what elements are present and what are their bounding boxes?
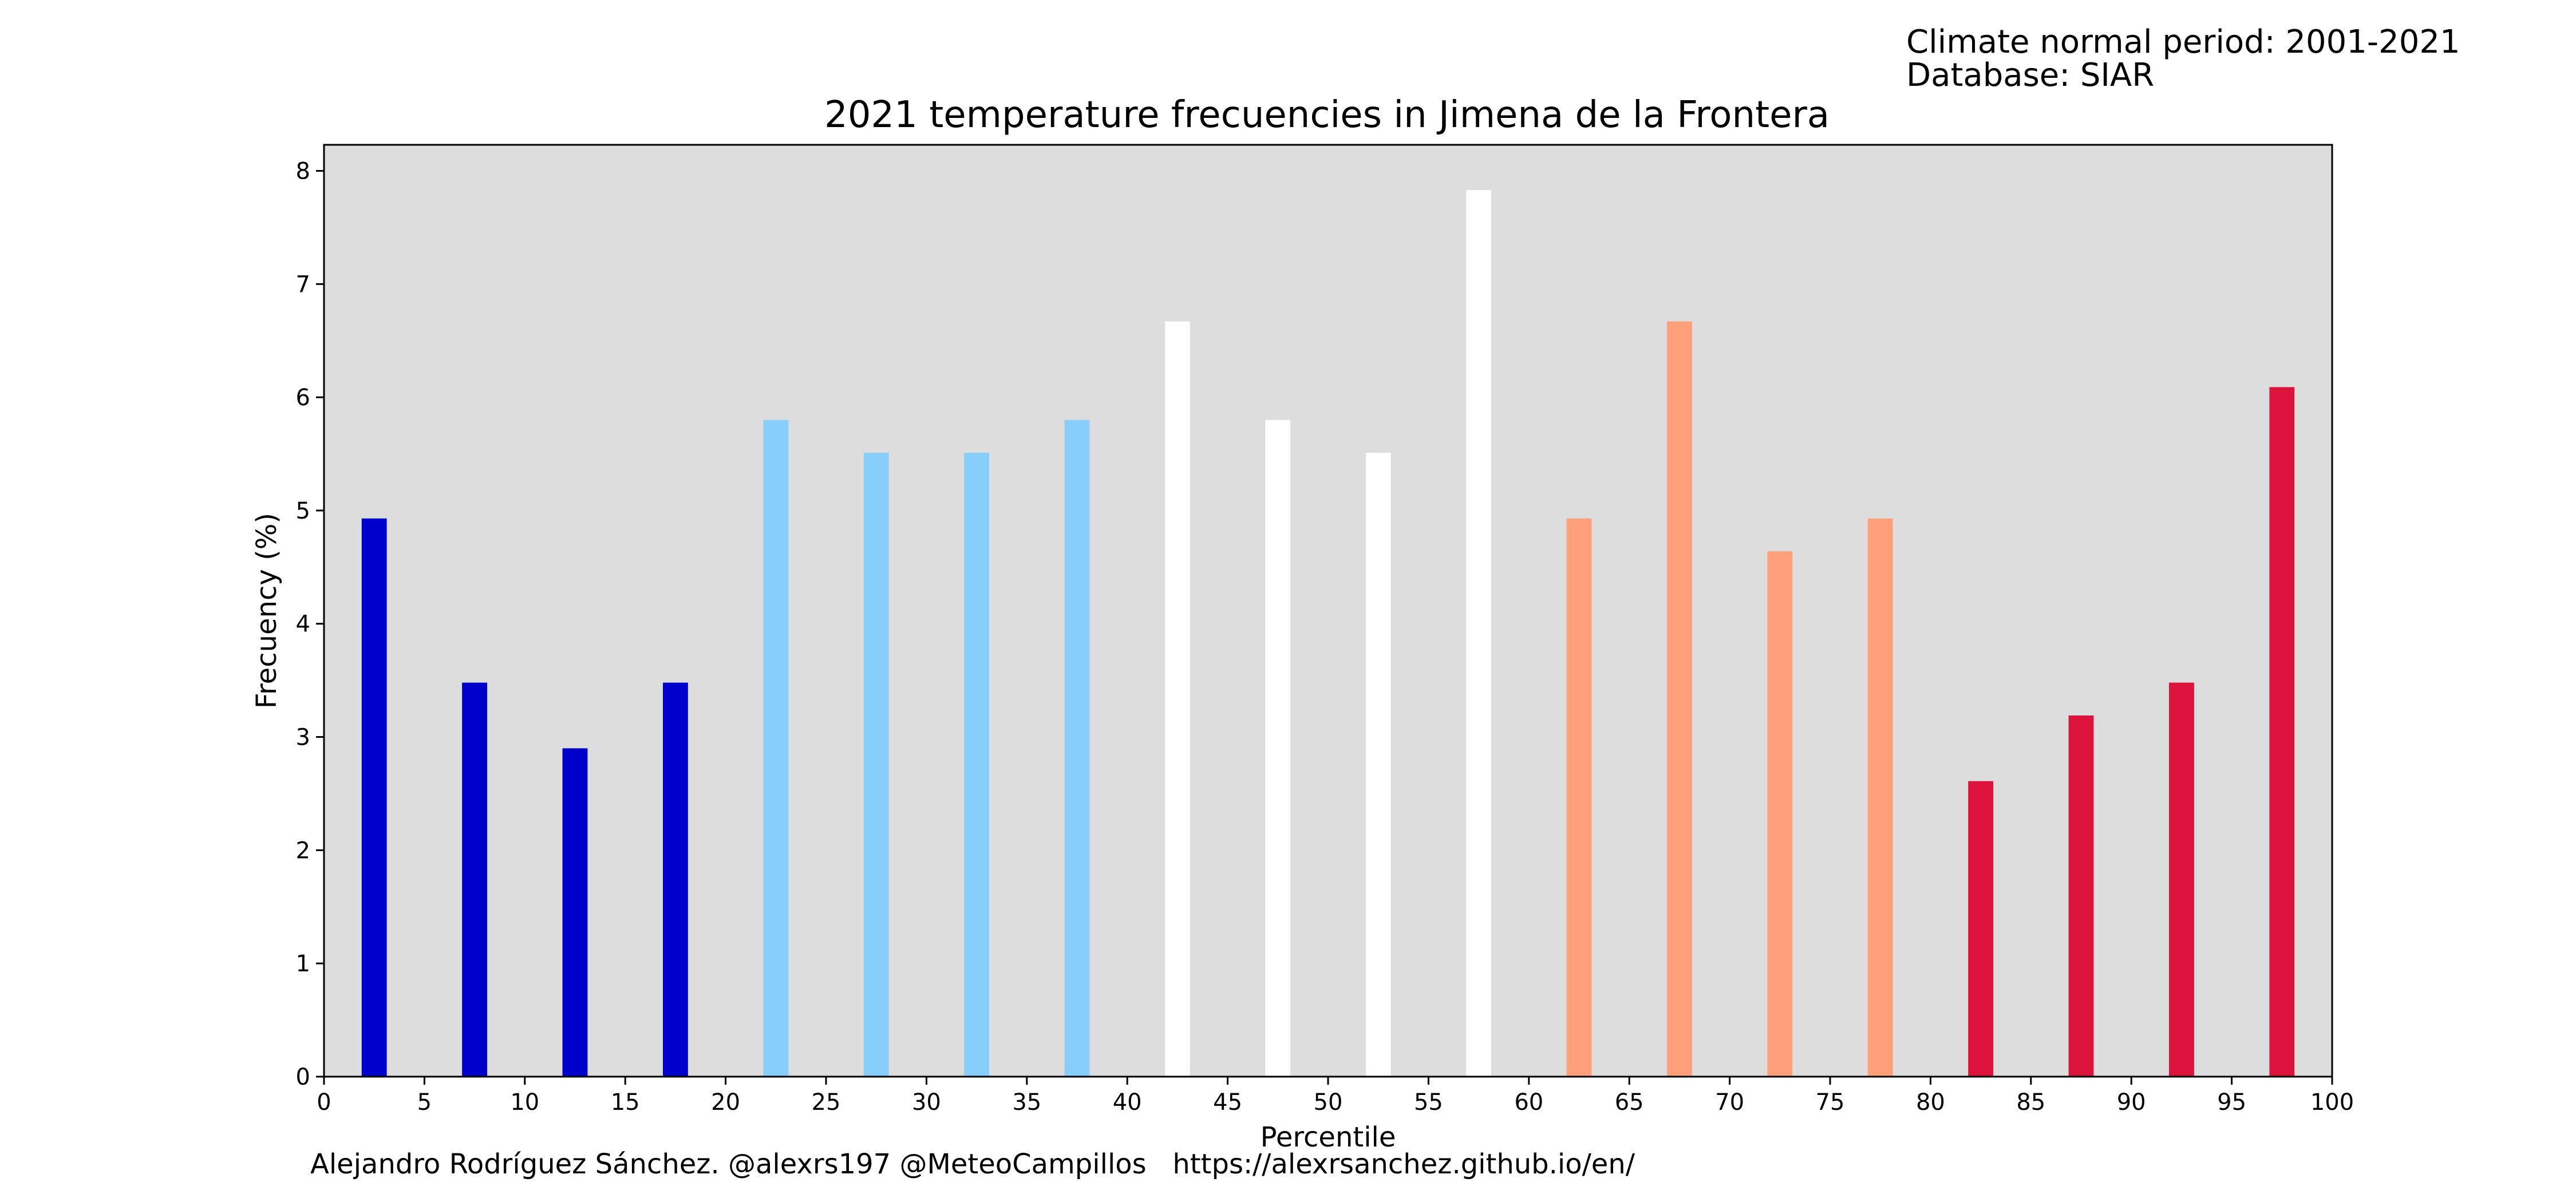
author-credit: Alejandro Rodríguez Sánchez. @alexrs197 …	[310, 1148, 1635, 1180]
bar-p72.5	[1767, 551, 1793, 1077]
x-tick-label: 20	[711, 1089, 740, 1116]
x-tick-label: 65	[1615, 1089, 1644, 1116]
bar-p2.5	[361, 518, 387, 1077]
x-tick-label: 15	[611, 1089, 640, 1116]
x-tick-label: 80	[1916, 1089, 1945, 1116]
x-tick-label: 90	[2117, 1089, 2146, 1116]
bar-p42.5	[1164, 321, 1190, 1077]
bar-p67.5	[1666, 321, 1692, 1077]
bar-group	[361, 190, 2295, 1077]
x-tick-label: 35	[1012, 1089, 1041, 1116]
x-tick-label: 10	[510, 1089, 539, 1116]
y-axis-label: Frecuency (%)	[251, 513, 283, 709]
bar-p82.5	[1968, 781, 1994, 1077]
bar-p87.5	[2068, 715, 2094, 1077]
x-tick-label: 0	[317, 1089, 331, 1116]
x-axis-label: Percentile	[1261, 1121, 1396, 1153]
x-tick-label: 60	[1514, 1089, 1543, 1116]
y-tick-label: 1	[296, 951, 310, 977]
bar-p92.5	[2168, 682, 2194, 1077]
y-tick-label: 7	[296, 271, 310, 298]
x-tick-label: 30	[912, 1089, 941, 1116]
bar-p27.5	[863, 453, 889, 1077]
bar-p12.5	[562, 748, 588, 1077]
y-tick-label: 4	[296, 611, 310, 638]
normal-period-text: Climate normal period: 2001-2021	[1906, 23, 2460, 61]
x-tick-label: 40	[1113, 1089, 1142, 1116]
bar-p17.5	[662, 682, 688, 1077]
x-tick-label: 100	[2310, 1089, 2354, 1116]
y-axis: 0 1 2 3 4 5 6 7 8	[296, 158, 324, 1090]
chart-title: 2021 temperature frecuencies in Jimena d…	[824, 94, 1830, 136]
y-tick-label: 6	[296, 385, 310, 411]
plot-area	[324, 145, 2332, 1077]
bar-p47.5	[1265, 420, 1291, 1077]
y-tick-label: 8	[296, 158, 310, 184]
x-tick-label: 50	[1314, 1089, 1343, 1116]
bar-p37.5	[1064, 420, 1090, 1077]
y-tick-label: 2	[296, 837, 310, 864]
x-axis: 0 5 10 15 20 25 30 35 40 45 50 55 60 65 70 75 80 85 90 95 10…	[317, 1077, 2354, 1116]
bar-p22.5	[763, 420, 789, 1077]
bar-p62.5	[1566, 518, 1592, 1077]
x-tick-label: 55	[1414, 1089, 1443, 1116]
bar-p32.5	[964, 453, 990, 1077]
x-tick-label: 95	[2217, 1089, 2246, 1116]
database-text: Database: SIAR	[1906, 57, 2154, 94]
y-tick-label: 0	[296, 1064, 310, 1090]
bar-p7.5	[462, 682, 488, 1077]
bar-p97.5	[2269, 387, 2295, 1077]
x-tick-label: 70	[1715, 1089, 1744, 1116]
x-tick-label: 5	[417, 1089, 432, 1116]
y-tick-label: 3	[296, 725, 310, 751]
bar-p57.5	[1466, 190, 1492, 1077]
x-tick-label: 75	[1816, 1089, 1845, 1116]
x-tick-label: 45	[1213, 1089, 1242, 1116]
x-tick-label: 25	[812, 1089, 841, 1116]
bar-p77.5	[1867, 518, 1893, 1077]
y-tick-label: 5	[296, 498, 310, 524]
x-tick-label: 85	[2016, 1089, 2045, 1116]
bar-p52.5	[1365, 453, 1391, 1077]
